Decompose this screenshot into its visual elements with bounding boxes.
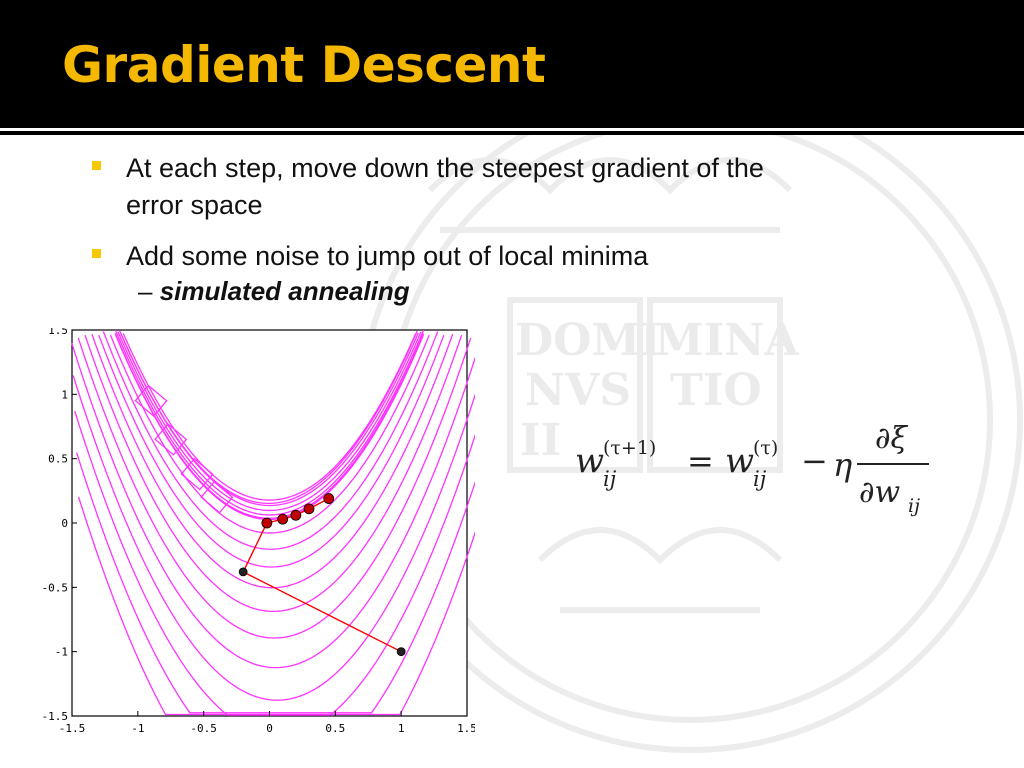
contour-plot: -1.5 -1 -0.5 0 0.5 1 1.5 1.5 1 0.5 0 -0.5 -1 -1.5	[42, 328, 475, 735]
x-tick-label: 1.5	[457, 722, 475, 735]
contour-line	[109, 334, 430, 534]
bullet-square-icon	[92, 161, 101, 170]
y-tick-label: -0.5	[42, 581, 69, 594]
contour-line	[117, 331, 422, 512]
y-tick-label: 1	[61, 388, 68, 401]
bullet-2: Add some noise to jump out of local mini…	[126, 238, 648, 275]
eq-numerator: ∂ξ	[875, 421, 909, 456]
watermark-text: TIO	[670, 365, 762, 416]
y-tick-label: 0.5	[48, 453, 68, 466]
y-tick-label: -1.5	[42, 710, 69, 723]
contour-line	[122, 333, 417, 501]
eq-ij1: ij	[603, 467, 617, 491]
contour-line	[102, 331, 439, 550]
y-axis: 1.5 1 0.5 0 -0.5 -1 -1.5	[42, 328, 77, 723]
descent-point	[261, 517, 273, 529]
bullet-1: At each step, move down the steepest gra…	[126, 150, 764, 224]
y-tick-label: 1.5	[48, 328, 68, 337]
x-axis: -1.5 -1 -0.5 0 0.5 1 1.5	[59, 711, 475, 735]
contour-loop	[180, 457, 214, 491]
watermark-text: DOMI	[515, 315, 661, 366]
slide-title: Gradient Descent	[62, 36, 546, 94]
eq-denominator: ∂w	[859, 475, 901, 510]
descent-path	[238, 493, 406, 657]
x-tick-label: 1	[398, 722, 405, 735]
watermark-text: II	[520, 415, 561, 466]
contour-line	[71, 342, 475, 669]
simulated-annealing-text: simulated annealing	[159, 276, 410, 306]
title-bar: Gradient Descent	[0, 0, 1024, 131]
sub-bullet: – simulated annealing	[138, 276, 410, 307]
contour-line	[72, 375, 475, 701]
contour-line	[77, 337, 472, 639]
eq-equals: =	[687, 442, 714, 480]
contour-loop	[154, 423, 188, 456]
contour-line	[120, 332, 419, 507]
x-tick-label: -1.5	[59, 722, 86, 735]
sub-dash: –	[138, 276, 160, 306]
eq-w1: w	[575, 441, 604, 481]
eq-eta: η	[833, 446, 852, 484]
descent-point	[396, 647, 406, 657]
bullet-1-line2: error space	[126, 190, 263, 220]
watermark-text: NVS	[525, 365, 631, 416]
descent-point	[238, 567, 248, 577]
eq-minus: −	[801, 442, 828, 480]
y-tick-label: 0	[61, 517, 68, 530]
x-tick-label: 0	[266, 722, 273, 735]
x-tick-label: -1	[131, 722, 144, 735]
eq-sup-next: (τ+1)	[603, 437, 656, 459]
bullet-1-line1: At each step, move down the steepest gra…	[126, 153, 764, 183]
descent-point	[303, 503, 315, 515]
contour-line	[91, 333, 454, 589]
eq-w2: w	[725, 441, 754, 481]
descent-point	[323, 493, 335, 504]
contour-loop	[134, 384, 168, 418]
bullet-square-icon	[92, 249, 101, 258]
eq-sup-cur: (τ)	[753, 437, 778, 459]
x-tick-label: 0.5	[325, 722, 345, 735]
descent-point	[277, 513, 289, 525]
watermark-text: MINA	[655, 315, 800, 366]
contour-line	[75, 452, 475, 714]
descent-point	[290, 509, 302, 521]
update-equation: w ij (τ+1) = w ij (τ) − η ∂ξ ∂w ij	[575, 421, 929, 517]
contour-line	[114, 329, 425, 516]
contour-line	[84, 334, 463, 613]
y-tick-label: -1	[55, 646, 68, 659]
bullet-2-line1: Add some noise to jump out of local mini…	[126, 241, 649, 271]
contour-line	[98, 334, 445, 568]
eq-ij2: ij	[753, 467, 767, 491]
x-tick-label: -0.5	[190, 722, 217, 735]
contour-loop	[200, 480, 234, 514]
contour-line	[77, 496, 475, 716]
eq-ij3: ij	[908, 495, 920, 517]
